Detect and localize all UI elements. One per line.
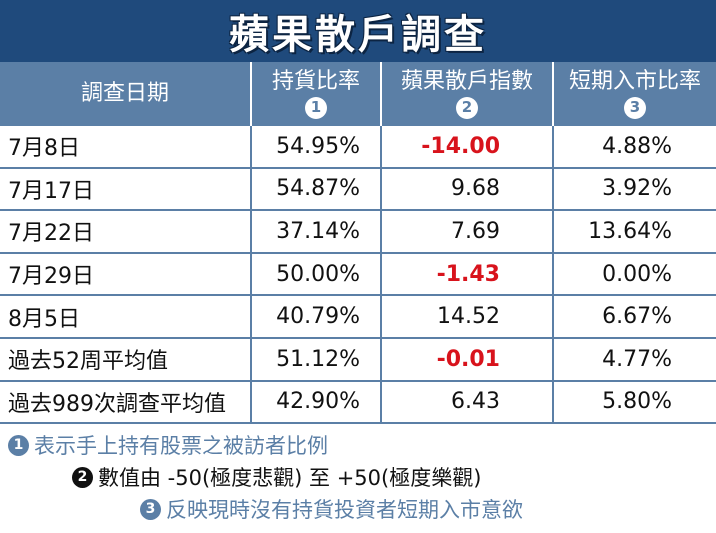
header-row: 調查日期 持貨比率 1 蘋果散戶指數 2 短期入市比率 3	[0, 62, 716, 126]
header-holding-label: 持貨比率	[271, 69, 360, 95]
index-cell: -14.00	[382, 126, 554, 167]
holding-cell: 37.14%	[252, 211, 382, 252]
footnote-1: 1 表示手上持有股票之被訪者比例	[8, 430, 328, 460]
index-cell: -1.43	[382, 253, 554, 295]
holding-cell: 40.79%	[252, 296, 382, 337]
short-term-cell: 13.64%	[588, 218, 672, 244]
footnote-3-marker: 3	[140, 498, 161, 520]
header-holding-ratio: 持貨比率 1	[252, 62, 382, 126]
header-short-term-ratio: 短期入市比率 3	[554, 62, 716, 126]
footnote-2: 2 數值由 -50(極度悲觀) 至 +50(極度樂觀)	[72, 462, 481, 492]
table-row: 8月5日 40.79% 14.52 6.67%	[0, 296, 716, 339]
short-term-cell: 5.80%	[602, 389, 672, 415]
footnote-marker-3: 3	[624, 96, 646, 119]
holding-cell: 54.87%	[252, 168, 382, 210]
short-term-cell: 6.67%	[602, 304, 672, 330]
footnote-3: 3 反映現時沒有持貨投資者短期入市意欲	[140, 494, 523, 524]
footnote-1-text: 表示手上持有股票之被訪者比例	[34, 434, 328, 458]
footnote-1-marker: 1	[8, 434, 29, 456]
index-cell: -0.01	[382, 338, 554, 380]
footnote-2-marker: 2	[72, 466, 93, 488]
short-term-cell: 3.92%	[602, 176, 672, 202]
footnote-3-text: 反映現時沒有持貨投資者短期入市意欲	[166, 498, 523, 522]
table-row: 7月22日 37.14% 7.69 13.64%	[0, 211, 716, 254]
date-cell: 過去52周平均值	[0, 338, 252, 380]
table-title: 蘋果散戶調查	[229, 12, 487, 58]
footnote-marker-2: 2	[456, 96, 478, 119]
table-row: 過去52周平均值 51.12% -0.01 4.77%	[0, 338, 716, 382]
date-cell: 8月5日	[0, 296, 252, 337]
header-index-label: 蘋果散戶指數	[400, 69, 533, 95]
index-cell: 6.43	[382, 381, 554, 423]
date-cell: 7月17日	[0, 168, 252, 210]
date-cell: 過去989次調查平均值	[0, 381, 252, 423]
holding-cell: 51.12%	[252, 338, 382, 380]
index-cell: 14.52	[382, 296, 554, 337]
short-term-cell: 4.77%	[602, 346, 672, 372]
footnotes: 1 表示手上持有股票之被訪者比例 2 數值由 -50(極度悲觀) 至 +50(極…	[0, 424, 716, 533]
holding-cell: 50.00%	[252, 253, 382, 295]
index-cell: 7.69	[382, 211, 554, 252]
date-cell: 7月8日	[0, 126, 252, 167]
date-cell: 7月22日	[0, 211, 252, 252]
table-row: 7月29日 50.00% -1.43 0.00%	[0, 253, 716, 297]
short-term-cell: 4.88%	[602, 133, 672, 159]
table-row: 7月8日 54.95% -14.00 4.88%	[0, 126, 716, 169]
short-term-cell: 0.00%	[602, 261, 672, 287]
header-apple-index: 蘋果散戶指數 2	[382, 62, 554, 126]
table-body: 7月8日 54.95% -14.00 4.88% 7月17日 54.87% 9.…	[0, 126, 716, 425]
table-row: 過去989次調查平均值 42.90% 6.43 5.80%	[0, 381, 716, 425]
table-row: 7月17日 54.87% 9.68 3.92%	[0, 168, 716, 212]
footnote-2-text: 數值由 -50(極度悲觀) 至 +50(極度樂觀)	[98, 466, 482, 490]
holding-cell: 54.95%	[252, 126, 382, 167]
footnote-marker-1: 1	[305, 96, 327, 119]
title-bar: 蘋果散戶調查	[0, 0, 716, 62]
header-date-label: 調查日期	[80, 81, 169, 107]
header-short-label: 短期入市比率	[568, 69, 701, 95]
date-cell: 7月29日	[0, 253, 252, 295]
header-date: 調查日期	[0, 62, 252, 126]
index-cell: 9.68	[382, 168, 554, 210]
holding-cell: 42.90%	[252, 381, 382, 423]
